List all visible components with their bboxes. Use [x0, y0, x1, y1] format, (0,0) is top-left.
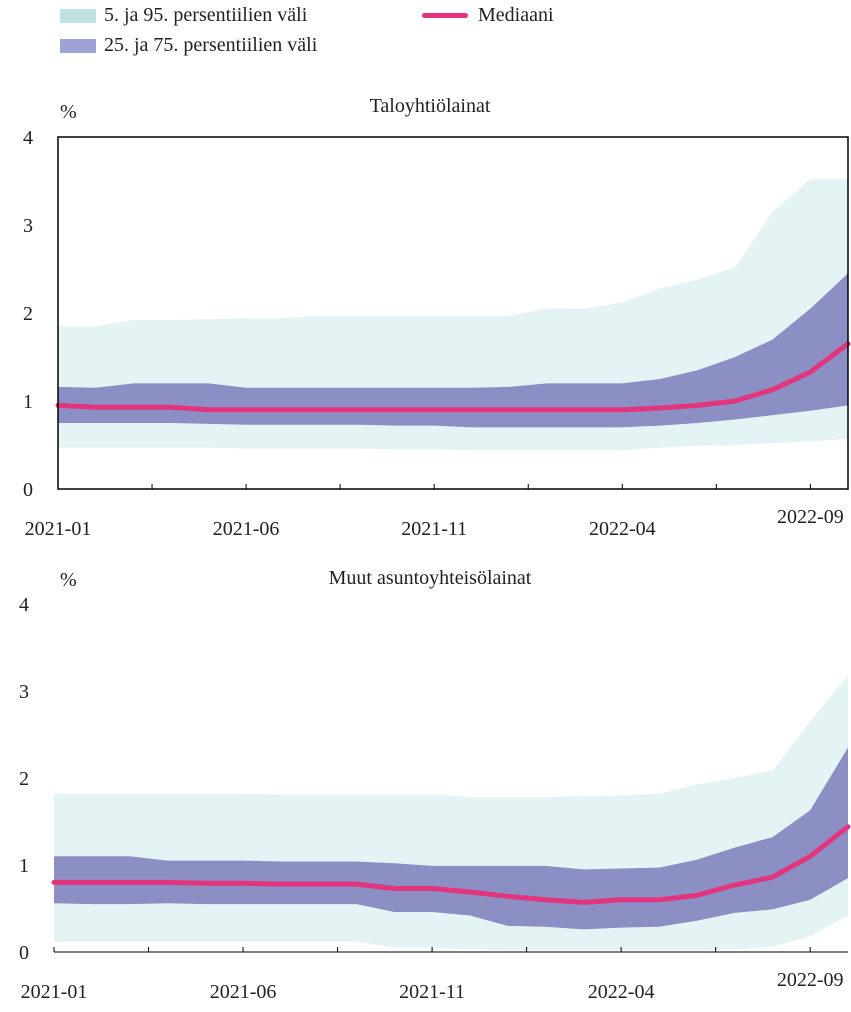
x-tick-label: 2022-09 — [777, 506, 844, 528]
y-tick-label: 3 — [23, 215, 33, 237]
x-tick-label: 2021-11 — [399, 981, 465, 1003]
y-unit-label: % — [60, 569, 77, 591]
y-tick-label: 2 — [23, 303, 33, 325]
x-tick-label: 2021-01 — [25, 518, 92, 540]
x-tick-label: 2021-01 — [21, 981, 88, 1003]
legend-label-outer-band: 5. ja 95. persentiilien väli — [104, 4, 308, 26]
band-25-75 — [58, 273, 848, 428]
y-tick-label: 0 — [23, 479, 33, 501]
x-tick-label: 2021-11 — [401, 518, 467, 540]
legend-item-median: Mediaani — [422, 4, 554, 27]
legend-label-inner-band: 25. ja 75. persentiilien väli — [104, 34, 318, 56]
legend-item-outer-band: 5. ja 95. persentiilien väli — [60, 4, 307, 27]
x-tick-label: 2022-09 — [777, 969, 844, 991]
x-tick-label: 2022-04 — [589, 518, 656, 540]
x-tick-label: 2022-04 — [588, 981, 655, 1003]
x-tick-label: 2021-06 — [213, 518, 280, 540]
plot-area: 0 1 2 3 4 2021-01 2021-06 2021-11 2022-04 2022-09 — [23, 127, 851, 540]
chart-muut-asuntoyhteisolainat: Muut asuntoyhteisölainat % 0 1 2 3 4 2021-01 2… — [19, 567, 851, 1003]
y-unit-label: % — [60, 101, 77, 123]
y-tick-label: 4 — [19, 594, 29, 616]
y-tick-label: 2 — [19, 768, 29, 790]
median-line — [51, 824, 851, 905]
median-line — [55, 341, 851, 413]
y-tick-label: 0 — [19, 942, 29, 964]
y-tick-label: 1 — [19, 855, 29, 877]
legend-label-median: Mediaani — [478, 4, 554, 26]
y-tick-label: 1 — [23, 391, 33, 413]
legend: 5. ja 95. persentiilien väli 25. ja 75. … — [0, 0, 851, 70]
chart-taloyhtiolainat: Taloyhtiölainat % 0 1 2 3 4 2021-01 2021-06 202… — [23, 95, 851, 540]
y-tick-label: 3 — [19, 681, 29, 703]
chart-title: Taloyhtiölainat — [370, 95, 491, 117]
legend-swatch-inner-band — [60, 38, 96, 53]
legend-item-inner-band: 25. ja 75. persentiilien väli — [60, 34, 317, 57]
plot-area: 0 1 2 3 4 2021-01 2021-06 2021-11 2022-04 2022-09 — [19, 594, 851, 1003]
chart-title: Muut asuntoyhteisölainat — [329, 567, 532, 589]
x-tick-label: 2021-06 — [210, 981, 277, 1003]
y-tick-label: 4 — [23, 127, 33, 149]
plot-frame — [57, 136, 849, 490]
legend-swatch-outer-band — [60, 8, 96, 23]
legend-swatch-median — [422, 13, 468, 18]
